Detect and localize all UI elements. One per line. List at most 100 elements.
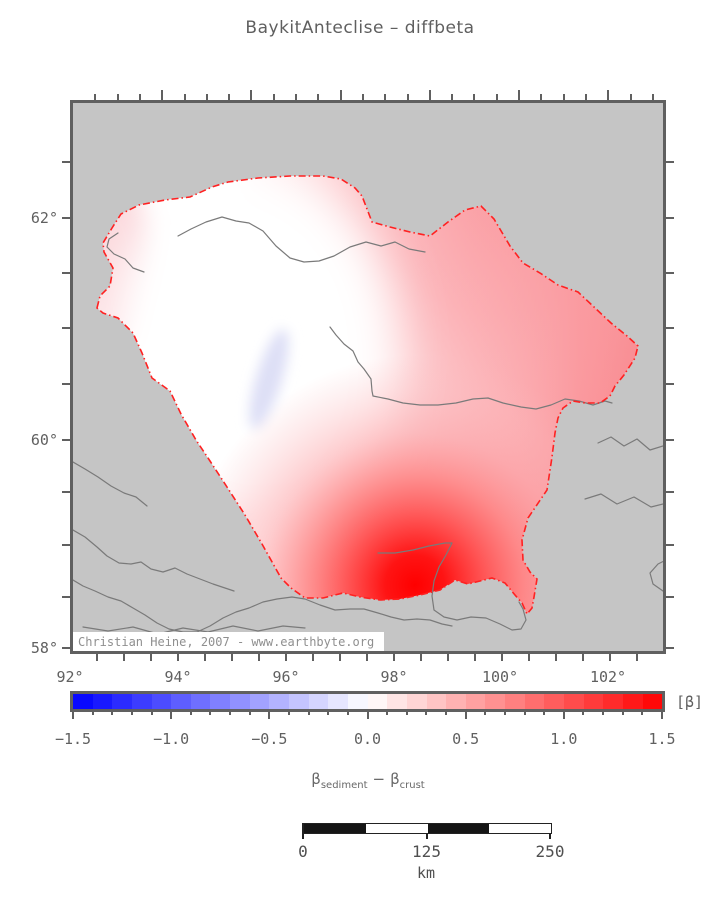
colorbar-tick [72, 710, 74, 719]
axis-tick [447, 654, 449, 661]
colorbar-tick-label: 0.5 [452, 730, 480, 748]
colorbar-cell [446, 694, 466, 709]
colorbar-tick-label: −1.5 [54, 730, 92, 748]
axis-tick [285, 654, 287, 661]
axis-tick [609, 654, 611, 661]
colorbar-cell [131, 694, 152, 709]
colorbar-tick [111, 710, 114, 715]
colorbar-tick [130, 710, 133, 715]
colorbar-cell [190, 694, 211, 709]
colorbar-tick [327, 710, 330, 715]
colorbar-cell [308, 694, 329, 709]
river [377, 542, 527, 631]
colorbar-tick-label: −1.0 [153, 730, 190, 748]
scale-bar [303, 823, 552, 834]
axis-tick [205, 94, 208, 100]
axis-tick [123, 654, 125, 661]
axis-tick [258, 654, 260, 661]
river [73, 529, 235, 592]
axis-tick [451, 94, 454, 100]
colorbar-unit-label: [β] [676, 693, 704, 711]
river [584, 493, 663, 508]
axis-tick [582, 654, 584, 661]
axis-tick [62, 596, 70, 598]
river [106, 232, 145, 273]
colorbar-tick [150, 710, 153, 715]
axis-tick [474, 654, 476, 661]
axis-tick [528, 654, 530, 661]
axis-tick [651, 94, 654, 100]
axis-tick [250, 90, 253, 100]
rivers [73, 216, 663, 635]
colorbar-cell [230, 694, 250, 709]
x-axis-label: 92° [56, 668, 84, 686]
colorbar-tick [543, 710, 546, 715]
axis-tick [366, 654, 368, 661]
axis-tick [177, 654, 179, 661]
axis-tick [161, 90, 164, 100]
y-axis-label: 60° [30, 431, 58, 449]
colorbar-cell [426, 694, 447, 709]
colorbar-tick [386, 710, 389, 715]
axis-tick [555, 654, 557, 661]
axis-tick [666, 596, 674, 598]
axis-tick [272, 94, 275, 100]
colorbar-cell [151, 694, 172, 709]
axis-tick [473, 94, 476, 100]
colorbar-tick [562, 710, 565, 719]
colorbar-tick [91, 710, 94, 715]
axis-tick [562, 94, 565, 100]
axis-tick [317, 94, 320, 100]
x-axis-label: 96° [272, 668, 300, 686]
axis-tick [295, 94, 297, 100]
colorbar-tick [503, 710, 506, 715]
beta-symbol: β [390, 770, 400, 788]
colorbar-cell [544, 694, 565, 709]
x-axis-label: 102° [589, 668, 627, 686]
axis-tick [406, 94, 409, 100]
colorbar-tick [346, 710, 349, 715]
colorbar-cell [622, 694, 643, 709]
colorbar-tick [248, 710, 251, 715]
axis-tick [666, 544, 674, 546]
axis-tick [96, 654, 98, 661]
colorbar-tick [425, 710, 428, 715]
river [73, 461, 148, 507]
river [177, 216, 426, 263]
colorbar-cell [485, 694, 506, 709]
watermark: Christian Heine, 2007 - www.earthbyte.or… [73, 632, 384, 651]
axis-tick [116, 94, 119, 100]
axis-tick [518, 90, 520, 100]
axis-tick [62, 439, 70, 441]
colorbar-cell [171, 694, 191, 709]
x-axis-label: 100° [481, 668, 519, 686]
page-title: BaykitAnteclise – diffbeta [245, 18, 475, 38]
beta-symbol: β [311, 770, 321, 788]
river [597, 436, 663, 451]
axis-tick [150, 654, 152, 661]
colorbar-tick [582, 710, 585, 715]
axis-tick [666, 327, 674, 329]
colorbar-tick [445, 710, 448, 715]
colorbar-tick [405, 710, 408, 715]
colorbar-tick [268, 710, 271, 719]
axis-tick [204, 654, 206, 661]
colorbar-tick [189, 710, 192, 715]
scale-bar-tick-label: 250 [535, 842, 565, 861]
axis-tick [228, 94, 231, 100]
scale-bar-segment [304, 824, 366, 833]
colorbar-cell [210, 694, 231, 709]
axis-tick [393, 654, 395, 661]
axis-tick [339, 654, 341, 661]
axis-tick [501, 654, 503, 661]
colorbar-cell [564, 694, 584, 709]
scale-bar-unit-label: km [416, 864, 436, 882]
axis-tick [231, 654, 233, 661]
colorbar-tick-label: −0.5 [251, 730, 288, 748]
axis-tick [62, 647, 70, 649]
map-canvas: Christian Heine, 2007 - www.earthbyte.or… [73, 103, 663, 651]
minus-operator: − [372, 770, 386, 788]
colorbar-cell [583, 694, 604, 709]
axis-tick [62, 544, 70, 546]
colorbar-tick-label: 1.0 [550, 730, 578, 748]
